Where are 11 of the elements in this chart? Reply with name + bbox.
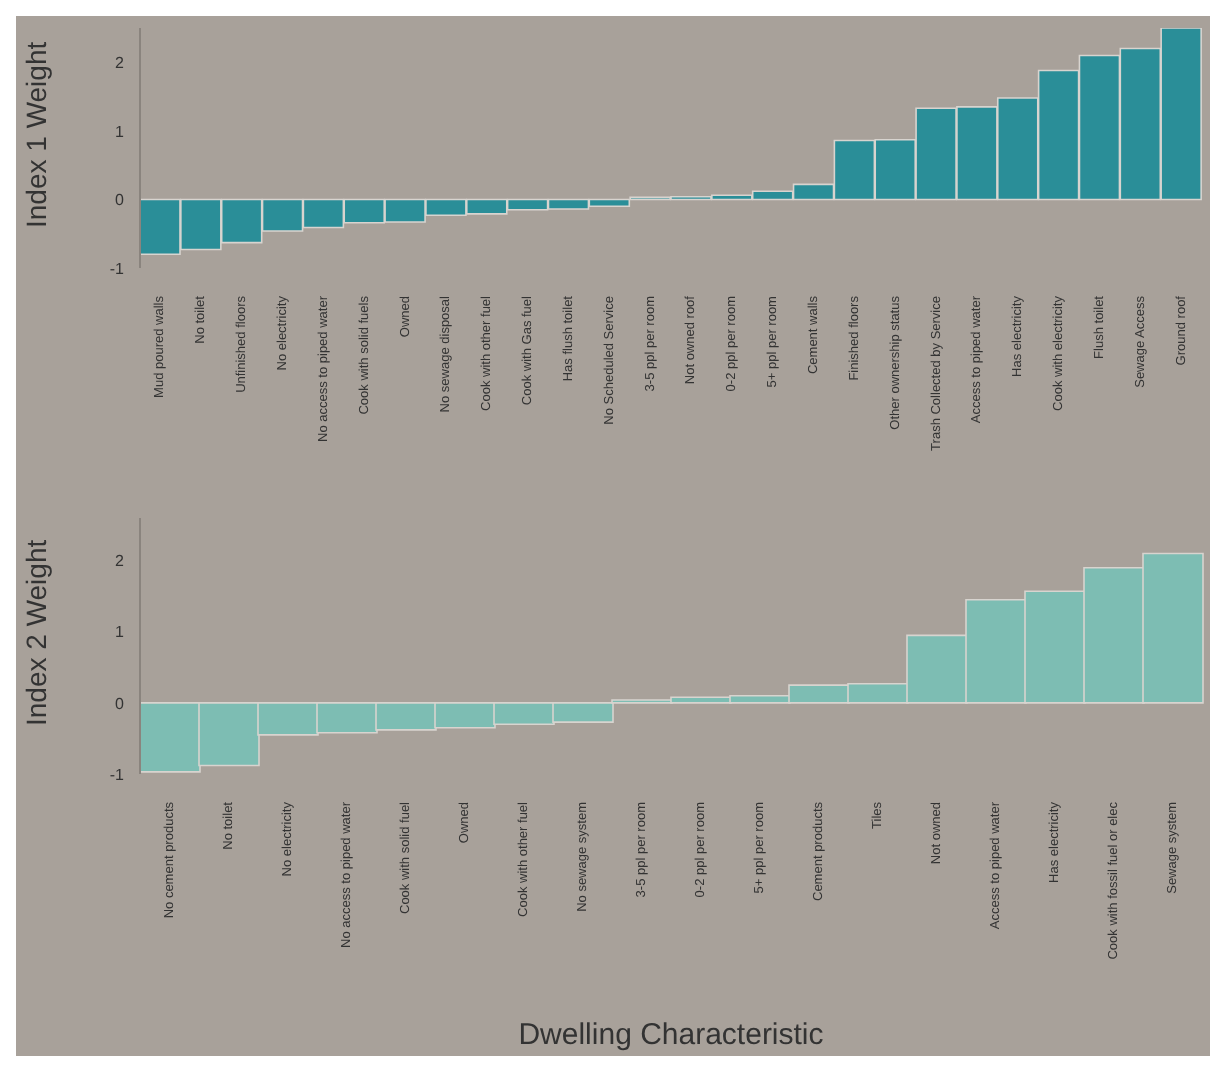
y-tick-label: 0	[115, 191, 126, 210]
y-tick-label: 2	[115, 552, 126, 571]
y-tick-label: 2	[115, 53, 126, 72]
x-axis-title: Dwelling Characteristic	[518, 1018, 825, 1052]
y-axis-title: Index 1 Weight	[19, 41, 52, 228]
y-axis-title: Index 2 Weight	[19, 539, 52, 726]
y-tick-label: 1	[115, 623, 126, 642]
y-tick-label: 0	[115, 694, 126, 713]
y-tick-label: 1	[115, 122, 126, 141]
y-tick-label: -1	[109, 765, 126, 784]
y-tick-label: -1	[109, 259, 126, 278]
